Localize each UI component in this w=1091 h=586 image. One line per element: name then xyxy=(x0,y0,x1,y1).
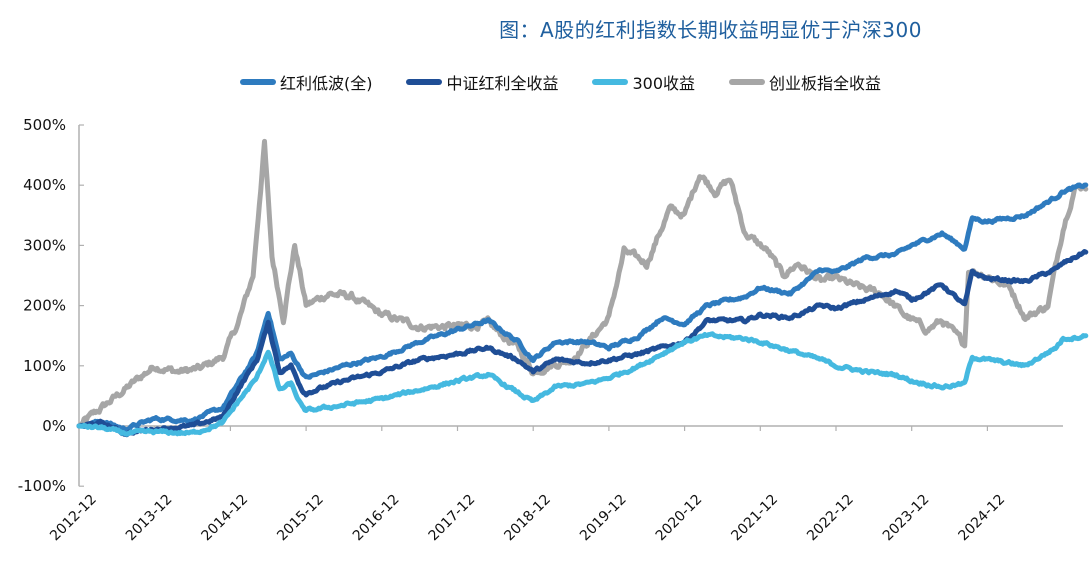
legend-item-csi-dividend: 中证红利全收益 xyxy=(406,70,558,94)
x-axis: 2012-12 2013-12 2014-12 2015-12 2016-12 2017-… xyxy=(47,425,1063,545)
legend-item-csi300: 300收益 xyxy=(592,70,695,94)
y-tick-label: 500% xyxy=(23,116,66,134)
x-tick-label: 2013-12 xyxy=(123,492,176,545)
y-tick-label: 100% xyxy=(23,357,66,375)
legend-item-chinext: 创业板指全收益 xyxy=(729,70,881,94)
y-tick-label: -100% xyxy=(18,477,66,495)
legend-label: 创业板指全收益 xyxy=(769,74,882,93)
legend-label: 红利低波(全) xyxy=(279,74,373,93)
legend-label: 中证红利全收益 xyxy=(446,74,559,93)
series-line-0 xyxy=(76,182,1089,433)
x-tick-label: 2022-12 xyxy=(804,492,857,545)
x-tick-label: 2014-12 xyxy=(199,492,252,545)
y-tick-label: 300% xyxy=(23,236,66,254)
y-tick-label: 400% xyxy=(23,176,66,194)
x-tick-label: 2018-12 xyxy=(501,492,554,545)
x-tick-label: 2019-12 xyxy=(577,492,630,545)
series-line-3 xyxy=(76,138,1089,429)
x-tick-label: 2017-12 xyxy=(426,492,479,545)
x-tick-label: 2012-12 xyxy=(47,492,100,545)
series-line-2 xyxy=(76,331,1089,437)
x-tick-label: 2020-12 xyxy=(653,492,706,545)
legend-item-dividend-low-vol: 红利低波(全) xyxy=(239,70,373,94)
x-tick-label: 2021-12 xyxy=(728,492,781,545)
legend-swatch xyxy=(239,79,276,85)
series-line-1 xyxy=(76,249,1089,438)
chart-title: 图：A股的红利指数长期收益明显优于沪深300 xyxy=(499,18,922,42)
legend-swatch xyxy=(592,79,629,85)
series-lines xyxy=(76,138,1089,438)
x-tick-label: 2015-12 xyxy=(274,492,327,545)
x-tick-label: 2016-12 xyxy=(350,492,403,545)
legend-label: 300收益 xyxy=(632,74,696,93)
x-tick-label: 2024-12 xyxy=(956,492,1009,545)
legend-swatch xyxy=(406,79,443,85)
y-tick-label: 200% xyxy=(23,297,66,315)
y-axis: 500% 400% 300% 200% 100% 0% -100% xyxy=(18,116,84,495)
x-tick-label: 2023-12 xyxy=(880,492,933,545)
chart-legend: 红利低波(全) 中证红利全收益 300收益 创业板指全收益 xyxy=(0,70,1091,94)
legend-swatch xyxy=(729,79,766,85)
y-tick-label: 0% xyxy=(42,417,66,435)
